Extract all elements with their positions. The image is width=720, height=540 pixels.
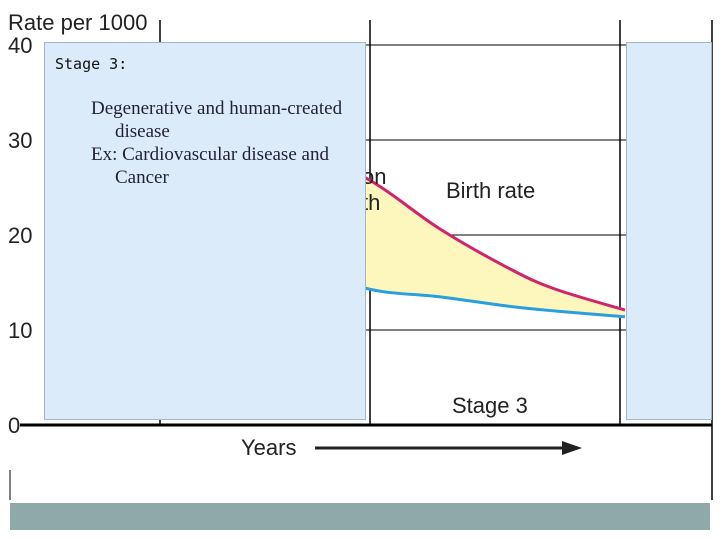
stage-label: Stage 3 [452, 393, 528, 418]
y-tick-label-40: 40 [8, 33, 32, 58]
callout-body: Degenerative and human-created disease E… [91, 97, 359, 189]
x-axis-label: Years [241, 435, 296, 460]
callout-line-1: Degenerative and human-created disease [91, 98, 343, 142]
y-tick-label-0: 0 [8, 413, 20, 438]
years-arrow [315, 441, 582, 455]
y-ticks: 40 30 20 10 0 [8, 33, 32, 438]
y-tick-label-20: 20 [8, 223, 32, 248]
y-tick-label-10: 10 [8, 318, 32, 343]
stage-3-callout: Stage 3: Degenerative and human-created … [44, 42, 366, 420]
birth-rate-label: Birth rate [446, 178, 535, 203]
callout-title: Stage 3: [55, 55, 128, 73]
y-axis-label: Rate per 1000 [8, 10, 147, 35]
right-overlay-panel [626, 42, 712, 420]
callout-line-2: Ex: Cardiovascular disease and Cancer [91, 144, 329, 188]
footer-bar [10, 503, 710, 530]
partial-label-2: th [362, 190, 380, 215]
partial-label-1: on [362, 164, 386, 189]
y-tick-label-30: 30 [8, 128, 32, 153]
